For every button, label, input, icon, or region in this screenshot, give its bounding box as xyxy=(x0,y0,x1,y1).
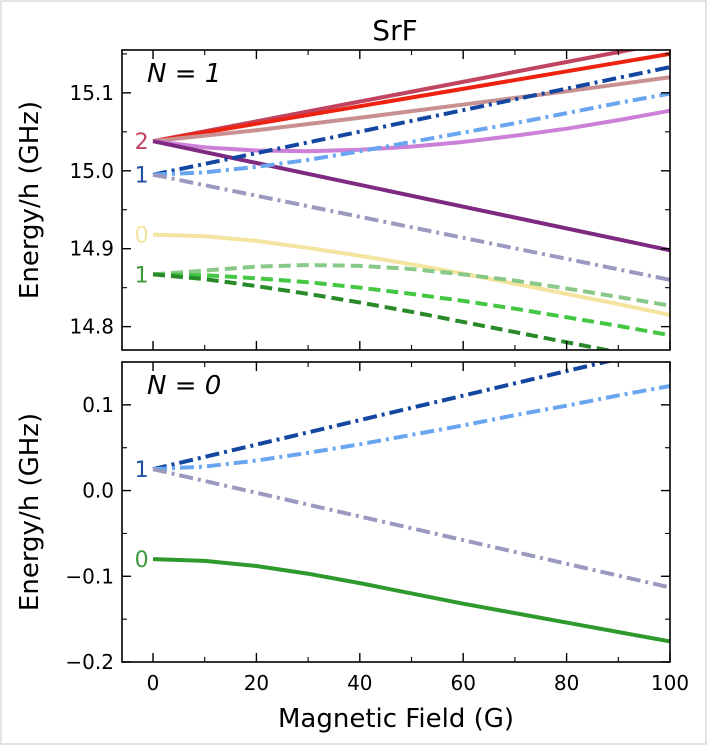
panel-n0-level-labels: 10 xyxy=(135,458,149,573)
y-tick-label: 15.1 xyxy=(69,81,114,105)
x-tick-label: 20 xyxy=(244,671,269,695)
y-tick-label: 14.8 xyxy=(69,315,114,339)
x-tick-label: 40 xyxy=(347,671,372,695)
series-line-2 xyxy=(152,467,670,590)
y-tick-label: 15.0 xyxy=(69,159,114,183)
series-line-8 xyxy=(152,232,670,317)
panel-n0-frame xyxy=(121,361,671,663)
series-line-3 xyxy=(152,108,670,154)
panel-n1-ylabel: Energy/h (GHz) xyxy=(15,101,45,299)
level-label: 1 xyxy=(135,164,149,189)
panel-n0-ylabel: Energy/h (GHz) xyxy=(15,413,45,611)
series-line-4 xyxy=(152,139,670,253)
series-line-5 xyxy=(152,65,670,177)
panel-n1: 14.8 14.9 15.0 15.1 2 1 0 1 N = 1 Energy/h (GH… xyxy=(15,49,671,351)
series-line-11 xyxy=(152,272,617,350)
level-label: 1 xyxy=(135,458,149,483)
panel-n1-label: N = 1 xyxy=(147,59,221,89)
y-tick-label: 14.9 xyxy=(69,237,114,261)
x-tick-label: 80 xyxy=(554,671,579,695)
x-axis-label: Magnetic Field (G) xyxy=(278,704,514,734)
series-line-6 xyxy=(152,91,670,177)
level-label: 0 xyxy=(135,224,149,249)
level-label: 0 xyxy=(135,548,149,573)
series-line-2 xyxy=(152,75,670,144)
panel-n1-level-labels: 2 1 0 1 xyxy=(135,130,149,288)
chart-title: SrF xyxy=(372,14,417,47)
panel-n0-series xyxy=(152,362,670,644)
series-line-0 xyxy=(152,362,614,472)
panel-n0: 0 20 40 60 80 100−0.2−0.10.00.1 10 N = 0 Ener… xyxy=(15,361,689,734)
series-line-10 xyxy=(152,272,670,338)
series-line-1 xyxy=(152,384,670,472)
series-line-1 xyxy=(152,51,670,144)
series-line-7 xyxy=(152,172,670,282)
y-tick-label: 0.1 xyxy=(82,393,114,417)
y-tick-label: 0.0 xyxy=(82,479,114,503)
series-line-9 xyxy=(152,263,670,308)
panel-n0-ticks: 0 20 40 60 80 100−0.2−0.10.00.1 xyxy=(65,361,689,695)
panel-n0-label: N = 0 xyxy=(147,371,221,401)
level-label: 2 xyxy=(135,130,149,155)
x-tick-label: 100 xyxy=(651,671,689,695)
panel-n1-frame xyxy=(121,49,671,351)
series-line-3 xyxy=(152,557,670,644)
panel-n1-series xyxy=(152,50,670,350)
x-tick-label: 0 xyxy=(147,671,160,695)
y-tick-label: −0.2 xyxy=(65,650,114,674)
panel-n1-ticks: 14.8 14.9 15.0 15.1 xyxy=(69,50,671,350)
level-label: 1 xyxy=(135,263,149,288)
y-tick-label: −0.1 xyxy=(65,564,114,588)
x-tick-label: 60 xyxy=(450,671,475,695)
